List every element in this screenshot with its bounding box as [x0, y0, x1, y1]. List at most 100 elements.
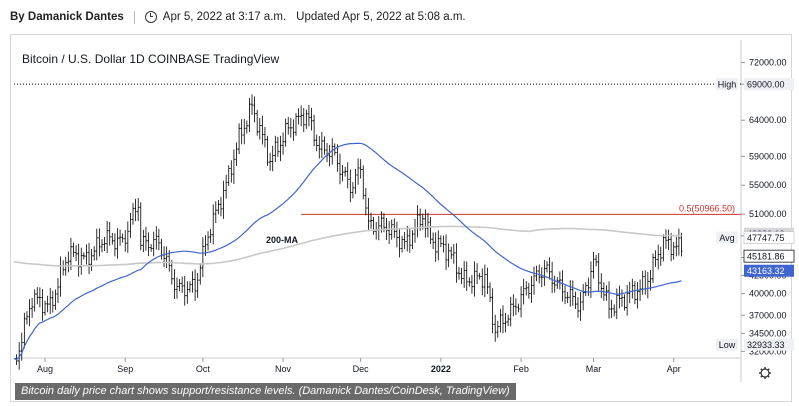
price-bar — [406, 225, 409, 252]
ma50-price-tag-text: 43163.32 — [747, 266, 785, 276]
price-bar — [170, 259, 174, 285]
y-tick-label: 72000.00 — [749, 57, 787, 67]
price-bar — [209, 228, 212, 244]
price-bar — [411, 230, 414, 249]
price-bar — [499, 308, 502, 333]
price-bar — [618, 285, 621, 309]
price-bar — [294, 113, 298, 136]
price-bar — [320, 131, 324, 159]
published-time: Apr 5, 2022 at 3:17 a.m. — [162, 11, 287, 23]
chart-frame — [10, 34, 792, 402]
gear-icon[interactable] — [760, 368, 770, 378]
price-bar — [481, 268, 484, 296]
y-tick-label: 64000.00 — [749, 115, 787, 125]
price-bar — [563, 285, 567, 305]
price-bar — [594, 254, 598, 267]
price-bar — [93, 246, 96, 261]
y-tick-label: 51000.00 — [749, 209, 787, 219]
price-bar — [155, 226, 158, 250]
price-bar — [429, 217, 432, 245]
y-tick-label: 59000.00 — [749, 151, 787, 161]
price-bar — [315, 134, 318, 152]
high-label-text: High — [718, 80, 737, 90]
price-bars — [15, 94, 683, 370]
price-bar — [460, 267, 463, 285]
price-bar — [284, 118, 287, 147]
price-bar — [222, 180, 225, 219]
price-bar — [501, 305, 505, 334]
price-bar — [323, 136, 326, 155]
price-bar — [496, 320, 499, 338]
price-bar — [173, 269, 176, 300]
price-bar — [113, 233, 117, 257]
high-price-tag-box — [744, 78, 794, 91]
price-bar — [377, 215, 380, 241]
price-bar — [491, 288, 494, 334]
price-bar — [69, 237, 73, 271]
price-bar — [462, 261, 466, 289]
price-bar — [80, 247, 83, 275]
price-bar — [367, 198, 370, 231]
price-bar — [302, 107, 305, 133]
price-bar — [250, 94, 254, 115]
price-bar — [134, 198, 137, 222]
price-bar — [669, 232, 673, 262]
price-bar — [424, 209, 427, 238]
price-bar — [675, 236, 678, 257]
y-tick-label: 40000.00 — [749, 289, 787, 299]
price-bar — [659, 246, 662, 266]
price-bar — [129, 212, 132, 238]
price-bar — [263, 126, 267, 148]
price-bar — [473, 261, 476, 297]
price-bar — [28, 299, 31, 327]
price-bar — [607, 281, 611, 319]
price-bar — [680, 232, 683, 257]
price-bar — [532, 266, 536, 295]
price-bar — [527, 282, 531, 299]
price-bar — [395, 221, 399, 248]
price-bar — [243, 118, 246, 145]
price-bar — [517, 303, 520, 313]
price-bar — [258, 117, 261, 140]
price-bar — [550, 261, 554, 294]
price-bar — [136, 197, 140, 222]
x-tick-label: Feb — [513, 364, 529, 374]
price-bar — [287, 116, 290, 135]
price-bar — [457, 267, 461, 280]
author-name[interactable]: By Damanick Dantes — [10, 11, 124, 23]
price-bar — [51, 290, 55, 313]
price-bar — [494, 314, 497, 342]
x-tick-label: Apr — [667, 364, 681, 374]
price-bar — [651, 253, 655, 283]
low-price-tag-text: 32933.33 — [747, 340, 785, 350]
price-bar — [581, 284, 585, 311]
price-bar — [400, 235, 404, 253]
price-bar — [465, 261, 468, 291]
last-price-tag-text: 45181.86 — [747, 252, 785, 262]
price-bar — [545, 261, 549, 273]
price-bar — [664, 229, 668, 249]
price-bar — [569, 280, 572, 307]
price-bar — [341, 165, 344, 182]
price-bar — [587, 277, 590, 296]
price-bar — [219, 196, 223, 217]
ma200-label: 200-MA — [266, 235, 299, 245]
price-bar — [82, 252, 86, 260]
price-bar — [147, 232, 150, 257]
price-bar — [558, 271, 562, 290]
price-bar — [331, 138, 334, 165]
high-label-box — [716, 78, 738, 91]
price-bar — [437, 230, 440, 261]
price-bar — [641, 270, 644, 295]
price-bar — [49, 287, 52, 314]
price-bar — [509, 296, 512, 327]
gear-icon-tooth — [760, 375, 763, 378]
price-bar — [455, 243, 458, 283]
price-bar — [398, 228, 401, 258]
price-bar — [359, 159, 362, 179]
price-bar — [43, 300, 47, 316]
price-bar — [525, 281, 528, 296]
price-bar — [188, 281, 192, 293]
low-label-box — [716, 338, 738, 351]
